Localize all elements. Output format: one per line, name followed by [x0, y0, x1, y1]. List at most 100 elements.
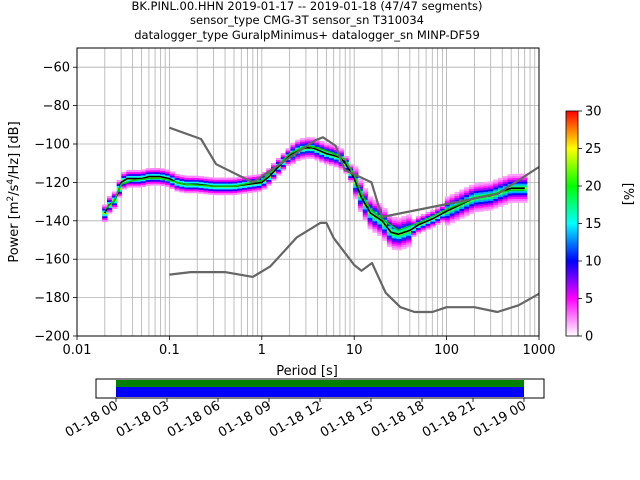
pdf-cell [126, 183, 132, 186]
pdf-cell [401, 246, 407, 249]
pdf-cell [174, 187, 180, 190]
pdf-cell [493, 206, 499, 209]
pdf-cell [300, 153, 306, 156]
pdf-cell [382, 229, 388, 232]
pdf-cell [420, 227, 426, 230]
pdf-cell [111, 201, 118, 204]
pdf-cell [217, 183, 224, 186]
pdf-cell [324, 146, 330, 150]
pdf-cell [275, 159, 282, 163]
pdf-cell [439, 220, 446, 223]
pdf-cell [382, 211, 388, 215]
pdf-cell [425, 221, 431, 224]
y-axis-label: Power [m2/s4/Hz] [dB] [6, 121, 22, 262]
pdf-cell [184, 185, 190, 188]
pdf-cell [222, 183, 229, 186]
pdf-cell [285, 163, 291, 166]
pdf-cell [217, 179, 224, 182]
pdf-cell [280, 166, 287, 169]
pdf-cell [468, 190, 475, 193]
pdf-cell [507, 181, 513, 185]
pdf-cell [135, 175, 142, 178]
pdf-cell [362, 213, 369, 216]
pdf-cell [271, 178, 277, 181]
pdf-cell [106, 207, 113, 210]
pdf-cell [164, 171, 171, 174]
pdf-cell [517, 200, 523, 203]
colorbar-tick-label: 5 [585, 292, 593, 307]
pdf-cell [232, 183, 238, 186]
pdf-cell [290, 146, 296, 149]
pdf-cell [493, 187, 499, 190]
chart-title-line-2: sensor_type CMG-3T sensor_sn T310034 [190, 13, 424, 27]
pdf-cell [449, 203, 455, 206]
grid-lines [76, 48, 540, 337]
pdf-cell [237, 176, 243, 179]
pdf-cell [430, 223, 436, 226]
x-tick-label: 1 [258, 343, 266, 358]
pdf-cell [145, 181, 151, 184]
pdf-cell [401, 235, 407, 238]
pdf-cell [145, 172, 151, 175]
pdf-cell [193, 191, 200, 194]
pdf-cell [121, 187, 127, 190]
pdf-cell [396, 240, 402, 243]
pdf-cell [459, 197, 465, 200]
pdf-cell [150, 179, 156, 182]
pdf-cell [362, 190, 369, 193]
pdf-cell [415, 227, 422, 230]
pdf-cell [391, 222, 398, 225]
chart-title-line-3: datalogger_type GuralpMinimus+ datalogge… [134, 28, 480, 42]
pdf-cell [406, 222, 412, 225]
pdf-cell [319, 152, 325, 155]
pdf-cell [468, 186, 475, 189]
pdf-cell [333, 151, 340, 154]
pdf-cell [473, 200, 480, 203]
pdf-cell [473, 186, 480, 190]
pdf-cell [459, 201, 465, 204]
pdf-cell [155, 169, 161, 173]
pdf-cell [493, 191, 499, 194]
pdf-cell [522, 177, 528, 180]
pdf-cell [300, 151, 306, 154]
pdf-cell [377, 229, 383, 233]
pdf-cell [208, 183, 214, 186]
pdf-cell [497, 185, 504, 188]
pdf-cell [522, 194, 528, 198]
pdf-cell [174, 183, 180, 186]
pdf-cell [502, 200, 509, 204]
pdf-cell [406, 216, 412, 219]
pdf-cell [338, 154, 344, 157]
pdf-cell [184, 181, 190, 184]
chart-title-line-1: BK.PINL.00.HHN 2019-01-17 -- 2019-01-18 … [131, 0, 482, 13]
pdf-cell [512, 196, 518, 200]
colorbar-tick-label: 15 [585, 217, 602, 232]
pdf-cell [343, 161, 349, 165]
pdf-cell [309, 137, 315, 140]
pdf-cell [493, 189, 499, 192]
pdf-cell [493, 202, 499, 205]
pdf-cell [169, 181, 176, 184]
y-tick-label: −120 [34, 176, 70, 191]
pdf-cell [217, 189, 224, 192]
y-axis-label-part-2: /s [7, 184, 22, 195]
pdf-cell [164, 175, 171, 178]
pdf-cell [483, 187, 489, 190]
pdf-cell [208, 186, 214, 190]
pdf-cell [290, 144, 296, 147]
pdf-cell [237, 180, 243, 183]
pdf-cell [488, 187, 494, 190]
pdf-cell [237, 178, 243, 181]
pdf-cell [198, 187, 204, 190]
pdf-cell [497, 195, 504, 198]
pdf-cell [174, 189, 180, 192]
pdf-cell [184, 175, 190, 178]
pdf-cell [179, 178, 185, 181]
pdf-cell [512, 192, 518, 196]
colorbar: 0 5 10 15 20 25 30 [%] [565, 105, 635, 345]
series-lines [104, 126, 539, 314]
pdf-cell [140, 175, 147, 178]
pdf-cell [343, 157, 349, 161]
pdf-cell [295, 156, 301, 160]
pdf-cell [367, 225, 373, 228]
